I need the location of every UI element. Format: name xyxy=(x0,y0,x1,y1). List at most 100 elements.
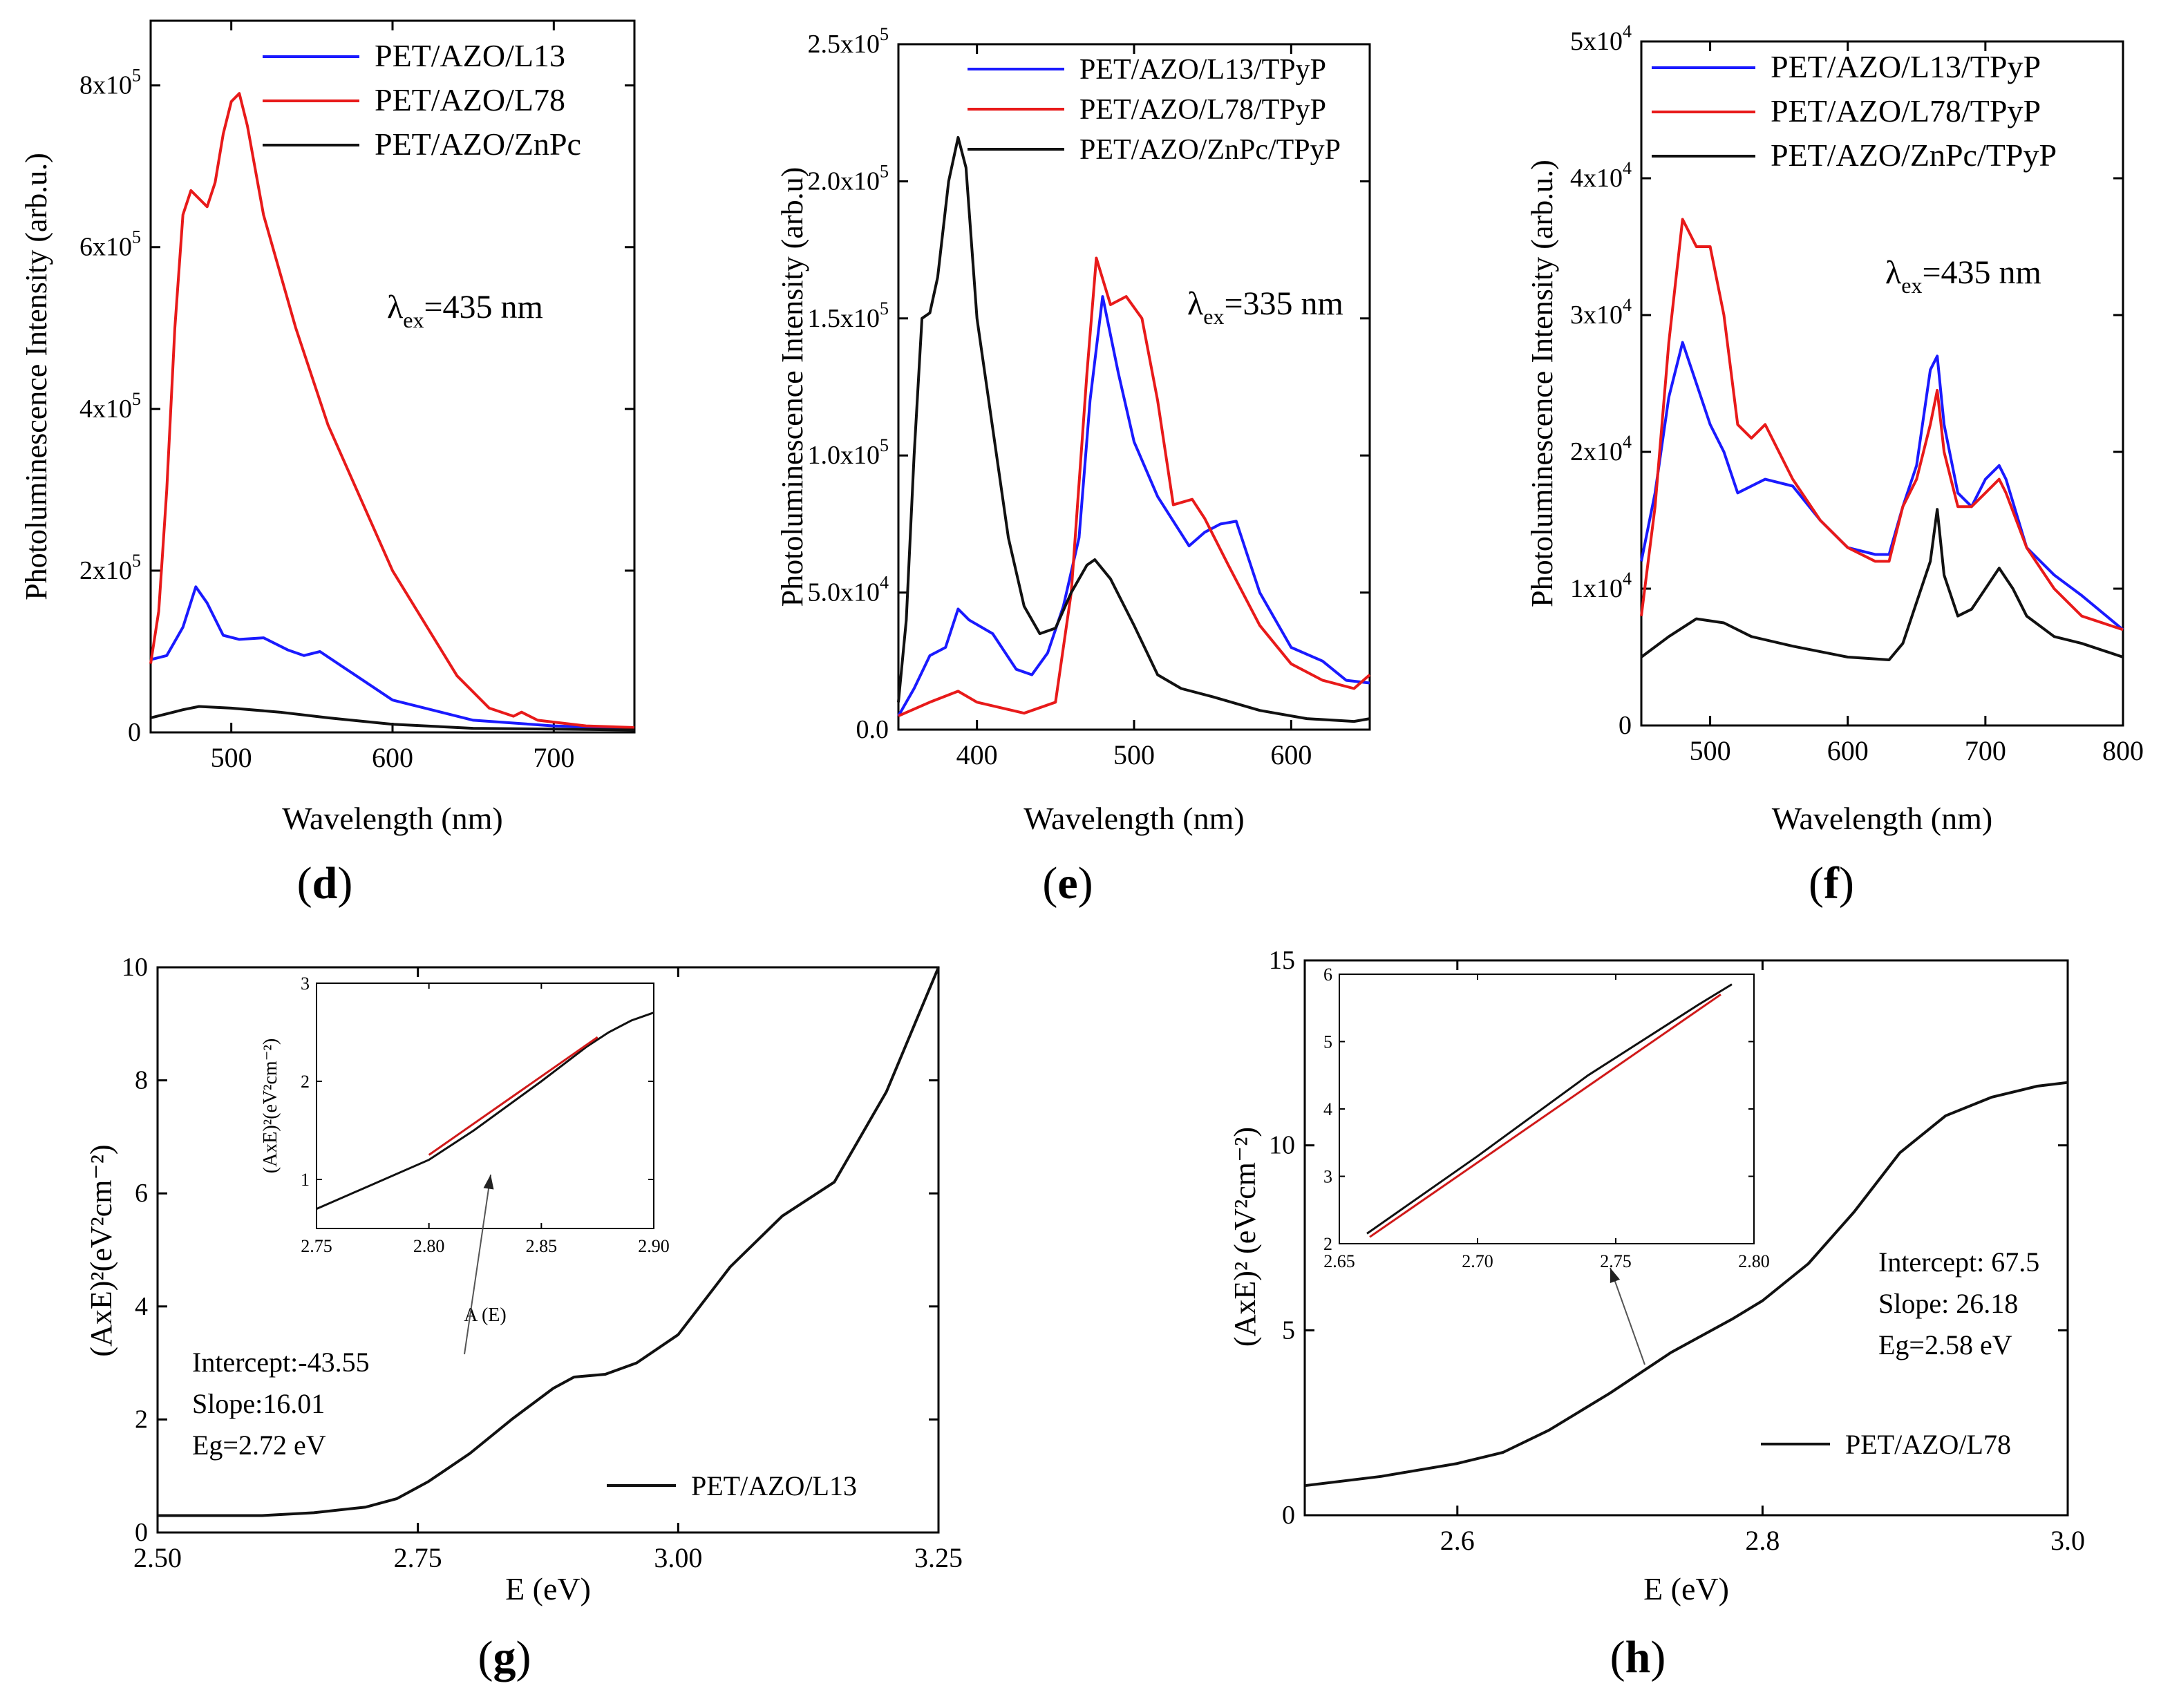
y-tick-mantissa: 4x10 xyxy=(79,395,132,424)
x-tick-label: 400 xyxy=(956,739,998,770)
y-tick-exponent: 5 xyxy=(132,66,141,86)
x-tick-label: 2.8 xyxy=(1745,1525,1780,1556)
fit-annotation-line: Eg=2.58 eV xyxy=(1878,1329,2012,1360)
panel-d: 500 600 70002x1054x1056x1058x105PET/AZO/L1… xyxy=(19,19,636,909)
annotation-subscript: ex xyxy=(403,307,424,332)
series-line-pet-azo-l13-tpyp xyxy=(897,295,1370,717)
legend-label: PET/AZO/ZnPc xyxy=(375,126,581,162)
legend-label: PET/AZO/L78 xyxy=(1845,1429,2011,1460)
y-tick-exponent: 4 xyxy=(1623,569,1632,589)
excitation-annotation: λex=335 nm xyxy=(1187,285,1343,329)
series-line-pet-azo-l78-tpyp xyxy=(898,256,1371,718)
y-tick-label: 10 xyxy=(1269,1131,1295,1160)
inset-x-tick-label: 2.65 xyxy=(1323,1251,1355,1271)
panel-label-close: ) xyxy=(337,858,352,909)
legend-label: PET/AZO/L13/TPyP xyxy=(1079,54,1326,86)
inset-series-fit xyxy=(1369,994,1721,1238)
y-tick-label: 4 xyxy=(135,1292,148,1321)
annotation-symbol: λ xyxy=(1187,285,1204,322)
panel-label-letter: d xyxy=(312,858,338,909)
inset-y-tick-label: 1 xyxy=(301,1170,310,1190)
legend-label: PET/AZO/ZnPc/TPyP xyxy=(1079,134,1341,166)
x-tick-label: 2.75 xyxy=(394,1542,442,1573)
x-axis-label: Wavelength (nm) xyxy=(1023,801,1244,836)
y-tick-label: 0 xyxy=(128,718,141,747)
y-tick-label: 2 xyxy=(135,1405,148,1434)
y-tick-mantissa: 0 xyxy=(1619,711,1632,740)
x-axis-label: Wavelength (nm) xyxy=(1772,801,1992,836)
panel-label-letter: h xyxy=(1625,1632,1651,1682)
y-tick-mantissa: 2x10 xyxy=(1570,437,1623,466)
y-tick-label: 0 xyxy=(1619,711,1632,740)
y-tick-mantissa: 1.5x10 xyxy=(808,304,880,333)
inset-chart: 2.65 2.70 2.75 2.80 2 3 4 5 6 xyxy=(1323,965,1770,1365)
fit-annotation-line: Eg=2.72 eV xyxy=(192,1430,326,1461)
y-tick-mantissa: 5.0x10 xyxy=(808,578,880,607)
fit-annotation-line: Slope:16.01 xyxy=(192,1388,325,1419)
fit-annotation-line: Intercept:-43.55 xyxy=(192,1347,370,1378)
y-tick-label: 1.5x105 xyxy=(808,298,889,333)
inset-pointer-line xyxy=(1610,1267,1645,1365)
plot-frame xyxy=(1640,40,2124,727)
legend: PET/AZO/L13/TPyP PET/AZO/L78/TPyP PET/AZO/… xyxy=(968,54,1341,166)
panel-label: (h) xyxy=(1610,1632,1666,1682)
annotation-value: =435 nm xyxy=(1922,254,2041,291)
inset-y-tick-label: 4 xyxy=(1323,1099,1332,1119)
y-tick-label: 0 xyxy=(1282,1501,1295,1530)
y-tick-label: 1x104 xyxy=(1570,569,1632,603)
legend: PET/AZO/L13 PET/AZO/L78 PET/AZO/ZnPc xyxy=(263,38,581,162)
y-tick-mantissa: 1.0x10 xyxy=(808,441,880,470)
y-tick-mantissa: 2.5x10 xyxy=(808,30,880,59)
y-tick-label: 0 xyxy=(135,1518,148,1547)
x-tick-label: 2.50 xyxy=(133,1542,182,1573)
series-line-pet-azo-l13 xyxy=(158,967,940,1517)
series-line-pet-azo-l78-tpyp xyxy=(1640,218,2124,632)
series-line-pet-azo-znpc-tpyp xyxy=(897,135,1370,723)
panel-f: 500 600 700 80001x1042x1043x1044x1045x104PE… xyxy=(1525,21,2144,909)
x-tick-label: 500 xyxy=(1690,735,1731,766)
x-axis-label: Wavelength (nm) xyxy=(282,801,502,836)
y-tick-label: 5.0x104 xyxy=(808,573,889,607)
y-tick-exponent: 5 xyxy=(132,389,141,409)
y-tick-exponent: 5 xyxy=(132,227,141,247)
series-line-pet-azo-znpc-tpyp xyxy=(1640,508,2124,661)
y-tick-mantissa: 2x10 xyxy=(79,556,132,585)
y-tick-label: 2x104 xyxy=(1570,432,1632,466)
inset-y-tick-label: 3 xyxy=(1323,1167,1332,1187)
legend-label: PET/AZO/L13 xyxy=(375,38,565,73)
y-tick-exponent: 4 xyxy=(1623,432,1632,452)
y-tick-label: 1.0x105 xyxy=(808,435,889,470)
x-tick-label: 700 xyxy=(1965,735,2006,766)
inset-pointer-arrowhead xyxy=(1610,1268,1621,1283)
y-tick-exponent: 5 xyxy=(880,435,889,455)
y-tick-exponent: 4 xyxy=(1623,295,1632,315)
panel-label: (d) xyxy=(297,858,353,909)
panel-label-open: ( xyxy=(297,858,312,909)
x-tick-label: 800 xyxy=(2102,735,2144,766)
y-tick-mantissa: 0.0 xyxy=(856,715,889,744)
y-tick-label: 2.5x105 xyxy=(808,24,889,59)
y-tick-label: 6x105 xyxy=(79,227,141,262)
legend: PET/AZO/L13/TPyP PET/AZO/L78/TPyP PET/AZO/… xyxy=(1652,49,2057,173)
legend-label: PET/AZO/ZnPc/TPyP xyxy=(1771,137,2057,173)
series-line-pet-azo-l78 xyxy=(1304,1081,2068,1488)
panel-label-close: ) xyxy=(1650,1632,1666,1682)
annotation-symbol: λ xyxy=(1885,254,1902,291)
inset-y-axis-label: (AxE)²(eV²cm⁻²) xyxy=(260,1038,281,1173)
plot-frame xyxy=(1303,959,2069,1517)
panel-label: (g) xyxy=(478,1632,531,1682)
y-tick-exponent: 5 xyxy=(880,24,889,44)
y-tick-exponent: 4 xyxy=(1623,21,1632,41)
series-line-pet-azo-l13 xyxy=(150,585,635,730)
x-tick-label: 500 xyxy=(211,742,252,773)
y-tick-mantissa: 3x10 xyxy=(1570,301,1623,330)
y-tick-mantissa: 0 xyxy=(128,718,141,747)
x-tick-label: 600 xyxy=(1827,735,1869,766)
panel-label-open: ( xyxy=(1809,858,1824,909)
panel-label-close: ) xyxy=(516,1632,531,1682)
panel-label: (e) xyxy=(1042,858,1093,909)
y-tick-mantissa: 4x10 xyxy=(1570,164,1623,193)
y-tick-label: 15 xyxy=(1269,946,1295,975)
y-axis-label: Photoluminescence Intensity (arb.u.) xyxy=(19,153,53,600)
